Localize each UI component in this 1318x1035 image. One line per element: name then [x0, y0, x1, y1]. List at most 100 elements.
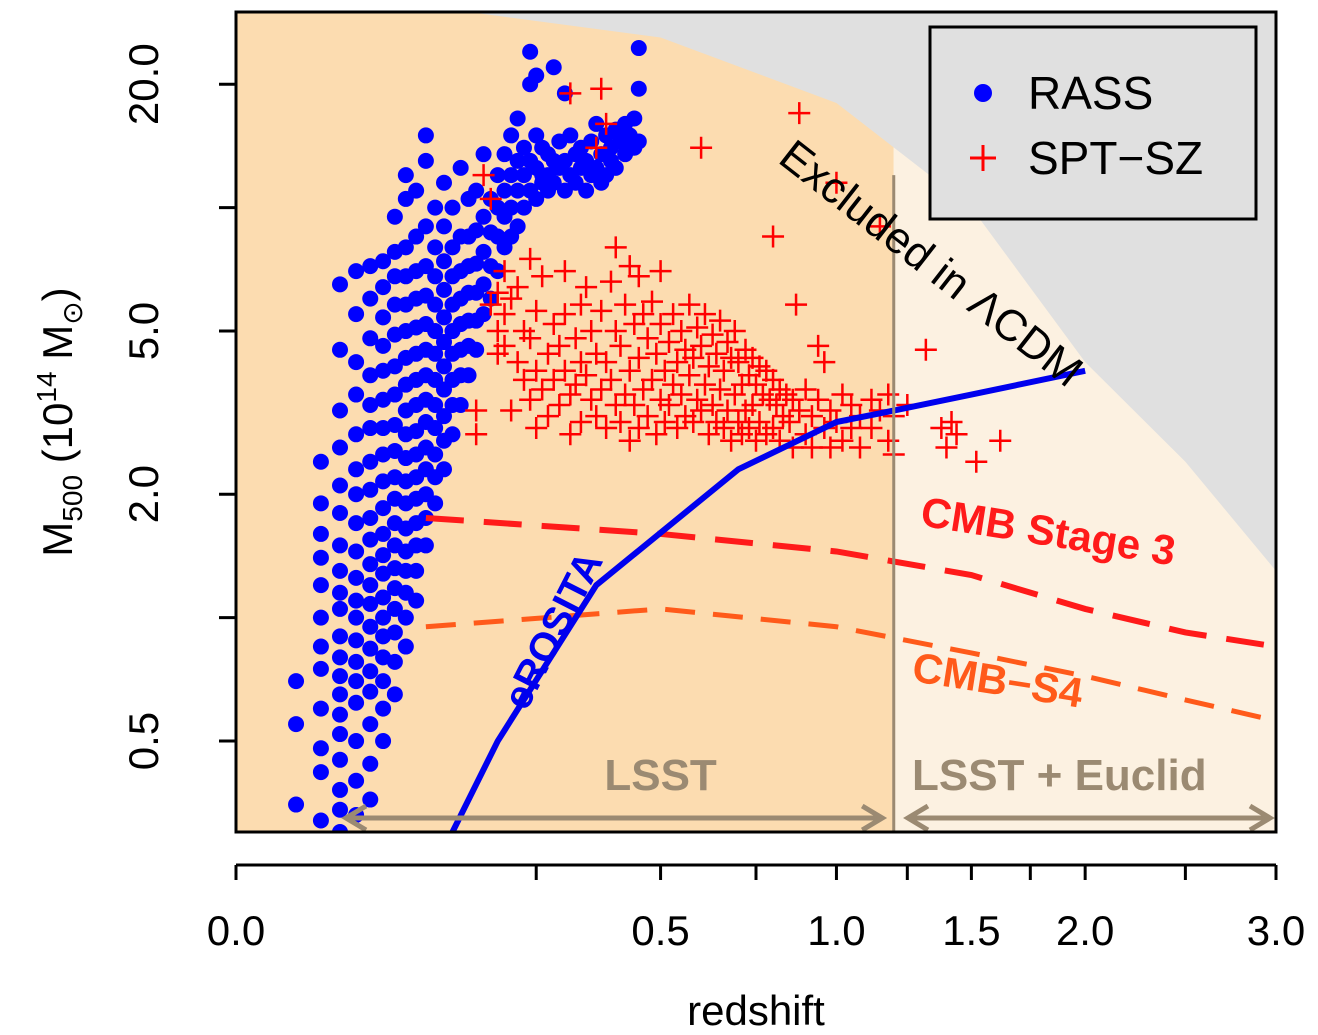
- spt-point: [595, 112, 618, 135]
- spt-point: [641, 368, 663, 391]
- rass-point: [332, 781, 348, 798]
- rass-point: [375, 500, 392, 517]
- rass-point: [375, 700, 392, 717]
- x-tick-label: 3.0: [1247, 907, 1305, 954]
- rass-point: [436, 174, 452, 191]
- x-tick-label: 1.0: [807, 907, 865, 954]
- spt-point: [930, 417, 953, 440]
- rass-point: [562, 127, 579, 144]
- spt-point: [465, 399, 488, 422]
- rass-point: [362, 595, 379, 612]
- spt-point: [500, 399, 523, 422]
- spt-point: [542, 368, 565, 391]
- rass-point: [468, 182, 485, 199]
- rass-point: [397, 609, 414, 626]
- rass-point: [312, 764, 329, 781]
- spt-point: [604, 394, 627, 417]
- rass-point: [427, 296, 444, 313]
- spt-point: [493, 303, 516, 326]
- rass-point: [408, 562, 425, 579]
- rass-point: [375, 547, 392, 564]
- rass-point: [375, 253, 392, 270]
- spt-point: [618, 359, 641, 382]
- rass-point: [362, 663, 379, 680]
- spt-point: [697, 423, 720, 446]
- rass-point: [545, 59, 562, 76]
- range-arrow-head-left: [903, 803, 930, 832]
- spt-point: [609, 334, 632, 357]
- spt-point: [519, 247, 542, 270]
- range-arrow-head-left: [341, 803, 368, 832]
- spt-point: [531, 378, 554, 401]
- rass-point: [417, 152, 434, 169]
- rass-point: [626, 110, 643, 127]
- spt-point: [627, 346, 650, 369]
- y-tick-label: 2.0: [120, 465, 167, 523]
- spt-point: [486, 281, 509, 304]
- spt-point: [678, 293, 701, 316]
- rass-point: [332, 726, 348, 743]
- spt-point: [636, 327, 659, 350]
- spt-point: [965, 450, 988, 473]
- cmb-s4-line: [425, 606, 1276, 724]
- x-tick-label: 0.5: [631, 907, 689, 954]
- x-axis-title: redshift: [687, 987, 825, 1034]
- spt-point: [690, 334, 713, 357]
- rass-point: [386, 386, 403, 403]
- spt-point: [701, 394, 724, 417]
- rass-point: [397, 167, 414, 184]
- rass-point: [436, 461, 452, 478]
- rass-point: [332, 504, 348, 521]
- rass-point: [515, 199, 532, 216]
- spt-point: [940, 411, 963, 433]
- x-axis: 0.0 0.5 1.0 1.5 2.0 3.0: [207, 863, 1305, 954]
- spt-point: [653, 359, 676, 382]
- y-title-close: ): [34, 287, 81, 301]
- spt-point: [580, 320, 603, 343]
- rass-point: [332, 402, 348, 419]
- x-tick-label: 0.0: [207, 907, 265, 954]
- spt-point: [479, 187, 502, 210]
- spt-point: [525, 417, 548, 440]
- rass-point: [408, 228, 425, 245]
- spt-point: [623, 313, 646, 336]
- rass-point: [522, 43, 539, 60]
- rass-point: [332, 706, 348, 723]
- spt-point: [525, 359, 548, 382]
- rass-point: [332, 824, 348, 832]
- rass-point: [386, 358, 403, 375]
- range-arrow-head-right: [1248, 803, 1275, 832]
- spt-point: [486, 320, 509, 343]
- rass-point: [348, 486, 365, 503]
- rass-point: [348, 609, 365, 626]
- rass-point: [362, 791, 379, 808]
- spt-point: [599, 270, 622, 293]
- spt-point: [548, 394, 571, 417]
- spt-point: [493, 334, 516, 357]
- spt-point: [794, 378, 817, 401]
- spt-point: [877, 429, 900, 452]
- spt-point: [585, 405, 608, 428]
- rass-point: [362, 640, 379, 657]
- spt-point: [701, 323, 724, 346]
- spt-point: [693, 373, 716, 396]
- spt-point: [627, 265, 650, 288]
- rass-point: [427, 446, 444, 463]
- spt-point: [632, 378, 655, 401]
- rass-point: [496, 146, 513, 163]
- spt-points: [465, 77, 1012, 473]
- y-title-sup: 14: [31, 371, 62, 402]
- spt-point: [580, 388, 603, 411]
- rass-point: [362, 618, 379, 635]
- spt-point: [800, 405, 823, 428]
- spt-point: [645, 342, 668, 365]
- range-arrow-head-right: [860, 803, 888, 832]
- spt-point: [559, 423, 582, 446]
- rass-point: [362, 577, 379, 594]
- spt-point: [819, 399, 842, 422]
- rass-point: [362, 290, 379, 307]
- spt-point: [705, 342, 728, 365]
- rass-point: [348, 694, 365, 711]
- spt-point: [604, 236, 627, 259]
